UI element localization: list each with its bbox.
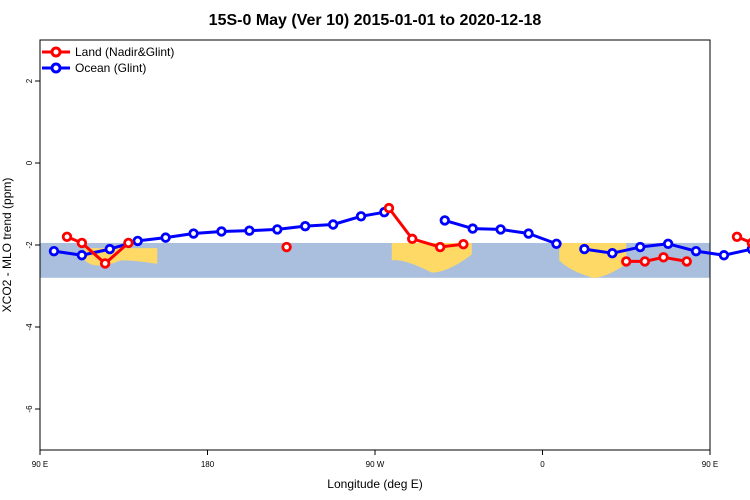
- land-point: [731, 231, 743, 242]
- ocean-point: [523, 228, 534, 239]
- ocean-point: [439, 215, 450, 226]
- ocean-point: [188, 228, 199, 239]
- x-tick-label: 90 E: [702, 460, 718, 469]
- ocean-point: [607, 247, 618, 259]
- land-point: [681, 256, 692, 267]
- ocean-point: [467, 223, 478, 234]
- land-point: [383, 202, 395, 214]
- x-tick-label: 0: [540, 460, 545, 469]
- land-point: [639, 256, 651, 267]
- ocean-point: [718, 250, 730, 261]
- y-tick-label: -2: [25, 241, 34, 249]
- legend: Land (Nadir&Glint) Ocean (Glint): [42, 45, 174, 75]
- ocean-point: [272, 224, 283, 235]
- y-tick-label: -6: [25, 405, 34, 413]
- ocean-point: [635, 241, 646, 253]
- ocean-point: [579, 243, 590, 255]
- ocean-point: [495, 224, 506, 235]
- ocean-point: [551, 238, 562, 249]
- legend-label-land: Land (Nadir&Glint): [75, 45, 174, 59]
- legend-marker-ocean: [50, 62, 62, 74]
- ocean-point: [244, 225, 255, 236]
- legend-item-ocean: Ocean (Glint): [42, 61, 146, 75]
- ocean-point: [690, 245, 702, 257]
- y-tick-label: -4: [25, 323, 34, 331]
- land-point: [658, 252, 669, 263]
- x-tick-label: 90 W: [366, 460, 385, 469]
- land-point: [61, 231, 73, 242]
- y-axis: 2 0 -2 -4 -6: [25, 78, 40, 413]
- y-tick-label: 2: [25, 78, 34, 83]
- ocean-point: [327, 219, 339, 230]
- y-tick-label: 0: [25, 160, 34, 165]
- legend-label-ocean: Ocean (Glint): [75, 61, 146, 75]
- ocean-point: [355, 211, 367, 222]
- land-point: [99, 258, 111, 269]
- land-point: [281, 241, 292, 253]
- x-tick-label: 90 E: [32, 460, 48, 469]
- legend-marker-land: [50, 46, 62, 58]
- ocean-point: [48, 245, 60, 257]
- plot-area: 90 E 180 90 W 0 90 E 2 0 -2 -4 -6: [25, 39, 750, 469]
- land-south-america: [391, 242, 472, 273]
- land-series-line: [387, 207, 464, 249]
- land-point: [458, 238, 469, 250]
- land-series-line: [626, 255, 687, 263]
- land-series-line: [736, 235, 750, 244]
- ocean-point: [300, 220, 311, 232]
- series-layer: [48, 202, 750, 269]
- background-band: [40, 242, 710, 278]
- x-axis-label: Longitude (deg E): [327, 477, 422, 491]
- ocean-point: [662, 238, 674, 249]
- chart-title: 15S-0 May (Ver 10) 2015-01-01 to 2020-12…: [209, 12, 542, 29]
- y-axis-label: XCO2 - MLO trend (ppm): [0, 178, 14, 313]
- x-tick-label: 180: [201, 460, 215, 469]
- land-point: [407, 233, 418, 245]
- land-point: [123, 237, 134, 249]
- ocean-point: [160, 232, 171, 243]
- land-series-line: [66, 235, 130, 265]
- x-axis: 90 E 180 90 W 0 90 E: [32, 450, 718, 469]
- ocean-point: [216, 226, 227, 237]
- ocean-point: [76, 250, 88, 261]
- land-point: [621, 256, 632, 267]
- land-point: [76, 237, 88, 249]
- ocean-point: [132, 235, 143, 247]
- ocean-point: [104, 243, 115, 255]
- ocean-series-line: [584, 242, 750, 257]
- land-point: [434, 241, 446, 253]
- legend-item-land: Land (Nadir&Glint): [42, 45, 174, 59]
